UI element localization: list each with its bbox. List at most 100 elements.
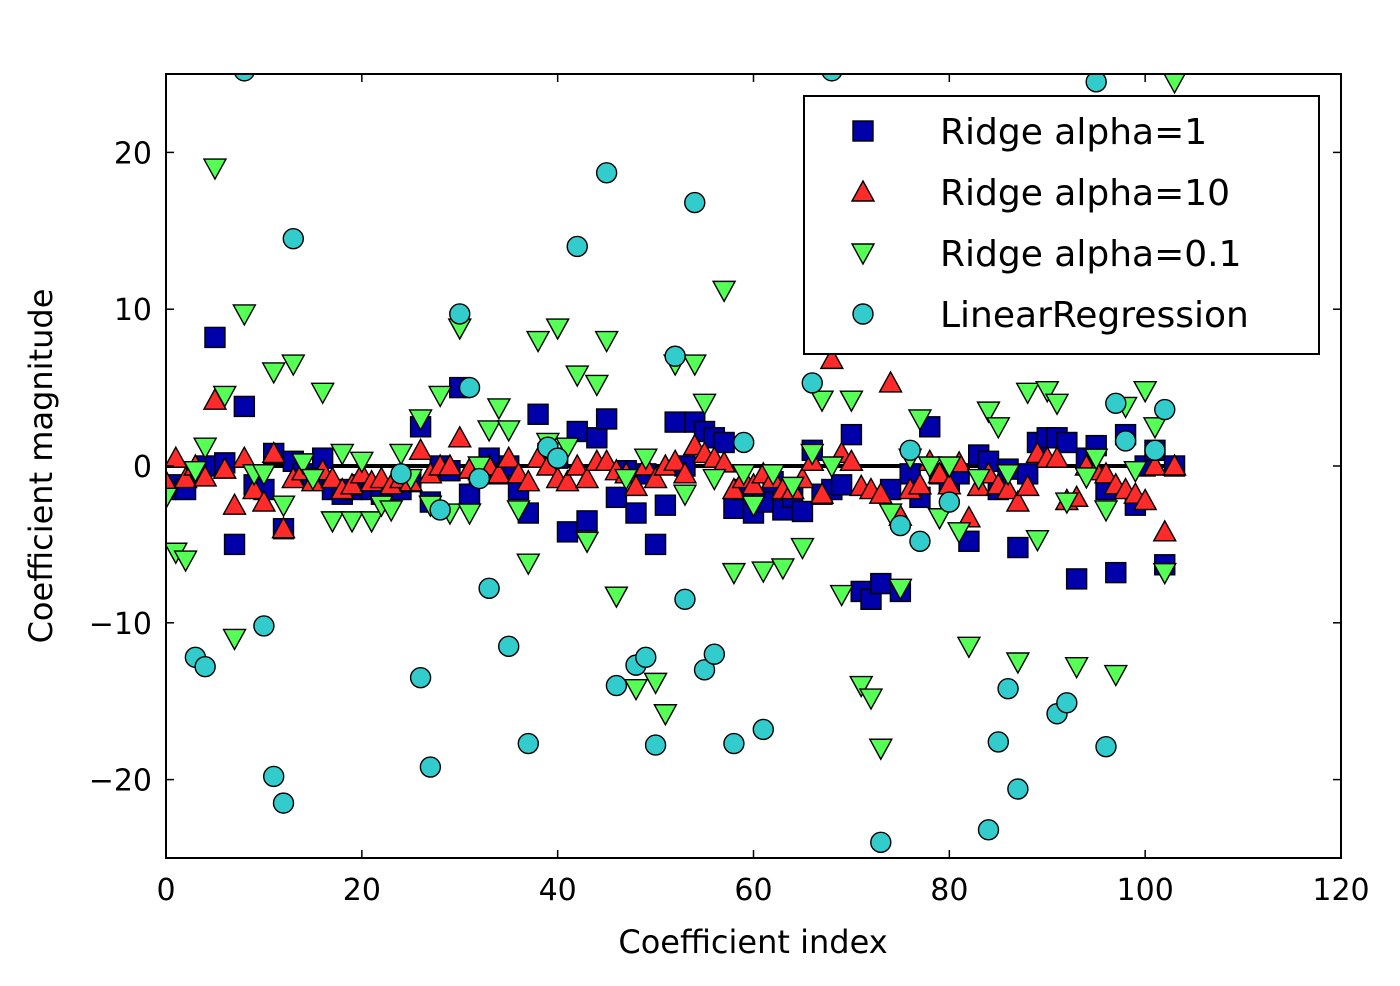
data-point — [664, 345, 686, 367]
data-point — [251, 464, 277, 487]
data-point — [457, 503, 482, 526]
legend-item: Ridge alpha=1 — [852, 112, 1207, 153]
data-point — [1132, 488, 1158, 511]
data-point — [253, 615, 275, 637]
data-point — [194, 656, 216, 678]
data-point — [1084, 448, 1109, 471]
data-point — [429, 499, 451, 521]
data-point — [223, 533, 246, 556]
data-point — [241, 477, 267, 500]
data-point — [770, 558, 796, 581]
data-point — [684, 191, 706, 214]
data-point — [1105, 561, 1127, 584]
data-point — [390, 463, 412, 485]
data-point — [212, 385, 237, 408]
data-point — [516, 553, 541, 576]
data-point — [222, 628, 247, 651]
data-point — [419, 756, 442, 778]
data-point — [839, 448, 864, 471]
data-point — [946, 522, 972, 545]
data-point — [468, 467, 491, 490]
data-point — [1007, 778, 1029, 800]
data-point — [1074, 467, 1099, 490]
legend-label: LinearRegression — [940, 295, 1249, 336]
data-point — [644, 734, 667, 756]
data-point — [733, 431, 755, 454]
data-point — [478, 577, 500, 600]
y-axis-ticks: −20 −10 0 10 20 — [89, 136, 1341, 799]
data-point — [829, 584, 854, 608]
data-point — [751, 561, 776, 584]
data-point — [682, 354, 707, 377]
legend-marker — [852, 303, 874, 325]
x-tick-label: 60 — [734, 873, 772, 908]
data-point — [271, 495, 296, 518]
data-point — [584, 374, 610, 397]
data-point — [654, 494, 677, 516]
legend-item: LinearRegression — [852, 295, 1249, 336]
data-point — [546, 447, 569, 469]
data-point — [840, 423, 863, 446]
data-point — [1044, 393, 1070, 416]
data-point — [1085, 74, 1107, 93]
data-point — [574, 466, 600, 489]
data-point — [330, 443, 355, 466]
data-point — [467, 456, 492, 479]
data-point — [849, 675, 874, 698]
data-point — [290, 453, 316, 476]
data-point — [858, 688, 884, 711]
y-tick-label: −20 — [89, 764, 152, 799]
data-point — [819, 346, 845, 370]
data-point — [870, 831, 892, 854]
data-point — [644, 533, 667, 556]
x-tick-label: 0 — [156, 873, 175, 908]
data-point — [878, 503, 903, 526]
data-point — [192, 437, 218, 460]
data-point — [662, 448, 688, 471]
data-point — [614, 468, 639, 491]
data-point — [359, 511, 384, 534]
x-tick-label: 120 — [1312, 873, 1369, 908]
data-point — [839, 390, 864, 413]
legend-item: Ridge alpha=0.1 — [850, 234, 1242, 275]
data-point — [437, 453, 463, 476]
data-point — [173, 466, 198, 489]
data-point — [271, 516, 296, 539]
data-point — [966, 468, 991, 491]
data-point — [1005, 489, 1031, 512]
data-point — [349, 451, 375, 474]
data-point — [956, 505, 982, 528]
data-point — [1064, 657, 1089, 680]
data-point — [995, 477, 1021, 500]
data-point — [868, 481, 893, 504]
data-point — [204, 326, 226, 349]
data-point — [496, 445, 521, 468]
data-point — [1163, 74, 1186, 95]
data-point — [261, 362, 286, 385]
data-point — [486, 461, 512, 484]
data-point — [447, 425, 472, 448]
data-point — [711, 280, 737, 303]
x-tick-label: 80 — [930, 873, 968, 908]
data-point — [927, 508, 952, 531]
data-point — [987, 731, 1009, 753]
data-point — [899, 439, 921, 462]
y-tick-label: 10 — [114, 293, 152, 328]
data-point — [1007, 536, 1029, 559]
data-point — [1154, 398, 1176, 421]
data-point — [1015, 473, 1040, 497]
data-point — [907, 472, 933, 495]
data-point — [976, 401, 1001, 424]
data-point — [517, 732, 539, 755]
data-point — [261, 441, 286, 464]
data-point — [300, 468, 326, 491]
x-tick-label: 20 — [343, 873, 381, 908]
data-point — [555, 469, 580, 492]
data-point — [595, 408, 618, 430]
data-point — [408, 437, 433, 461]
data-point — [692, 393, 717, 416]
data-point — [664, 411, 686, 433]
data-point — [721, 562, 747, 586]
data-point — [498, 635, 520, 658]
data-point — [594, 448, 619, 471]
